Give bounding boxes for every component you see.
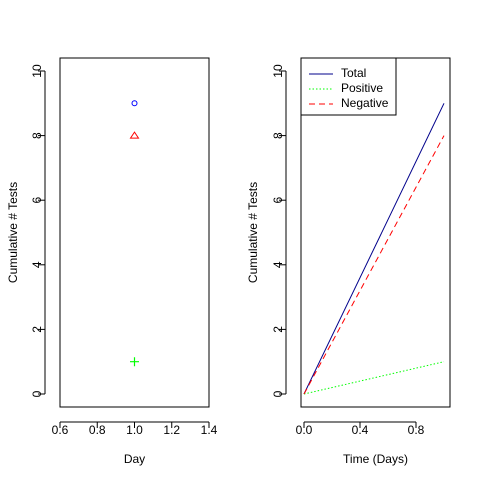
legend-label: Total — [341, 66, 366, 80]
chart-panel-1: 0 2 4 6 8 10 0.6 0.8 1.0 1.2 1.4 Day Cumulative # Te… — [6, 57, 218, 466]
x-tick-label: 1.4 — [201, 423, 218, 437]
y-tick-label: 10 — [271, 64, 285, 78]
y-tick-label: 2 — [30, 326, 44, 333]
y-tick-label: 4 — [30, 261, 44, 268]
chart-panel-2: 0 2 4 6 8 10 0.0 0.4 0.8 Time (Days) Cumulative # … — [246, 57, 451, 466]
x-axis-label: Day — [124, 452, 145, 466]
x-tick-label: 1.2 — [163, 423, 180, 437]
y-tick-label: 4 — [271, 261, 285, 268]
legend-label: Positive — [341, 81, 383, 95]
y-tick-label: 2 — [271, 326, 285, 333]
x-tick-label: 0.8 — [89, 423, 106, 437]
series-line-negative — [303, 135, 445, 395]
data-point — [130, 357, 139, 367]
x-axis-label: Time (Days) — [343, 452, 408, 466]
series-line-total — [303, 103, 445, 395]
y-tick-label: 10 — [30, 64, 44, 78]
y-tick-label: 6 — [30, 197, 44, 204]
legend-label: Negative — [341, 96, 389, 110]
legend-box — [300, 57, 397, 116]
y-tick-label: 0 — [271, 390, 285, 397]
series-line-positive — [303, 361, 445, 395]
x-tick-label: 0.4 — [352, 423, 369, 437]
data-point — [129, 131, 140, 139]
x-tick-label: 0.8 — [408, 423, 425, 437]
y-tick-label: 8 — [271, 132, 285, 139]
y-tick-label: 8 — [30, 132, 44, 139]
x-tick-label: 1.0 — [126, 423, 143, 437]
plot-frame — [59, 57, 210, 408]
x-tick-label: 0.0 — [296, 423, 313, 437]
y-tick-label: 6 — [271, 197, 285, 204]
x-tick-label: 0.6 — [52, 423, 69, 437]
y-axis-label: Cumulative # Tests — [6, 182, 20, 283]
y-axis-label: Cumulative # Tests — [246, 182, 260, 283]
data-point — [131, 100, 138, 107]
y-tick-label: 0 — [30, 390, 44, 397]
